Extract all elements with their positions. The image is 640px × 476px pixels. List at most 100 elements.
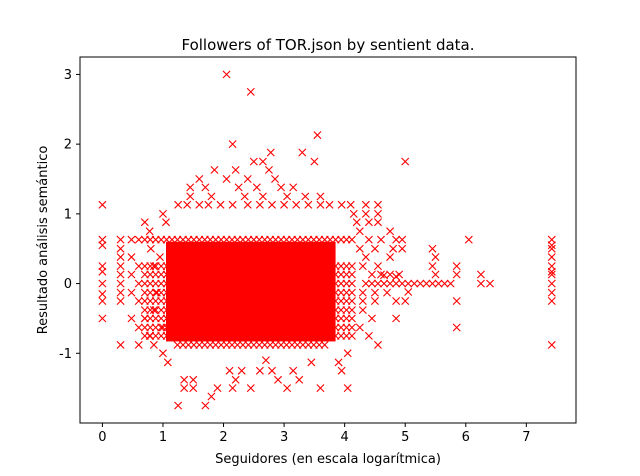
data-point [174,200,183,209]
data-point [452,297,461,305]
data-point [289,183,298,192]
data-point [127,235,136,244]
data-point [392,272,401,281]
data-point [392,279,401,288]
x-tick-label: 5 [401,430,409,445]
data-point [231,165,240,174]
data-point [243,175,252,183]
data-point [373,218,382,227]
data-point [346,200,355,209]
data-point [210,165,219,174]
data-point [240,192,249,201]
data-point [274,375,283,384]
data-point [547,297,556,305]
data-point [127,288,136,297]
dense-point [320,340,329,349]
data-point [440,279,449,288]
dense-point [347,323,356,332]
data-point [316,200,325,209]
data-point [547,340,556,349]
data-point [301,192,310,201]
data-point [134,323,143,332]
data-point [476,270,485,279]
data-point [367,270,376,279]
dense-point [347,297,356,305]
data-point [267,200,276,209]
data-point [316,384,325,393]
data-point [231,375,240,384]
data-point [207,392,216,401]
data-point [98,279,107,288]
y-tick-label: 2 [64,138,72,153]
data-point [249,157,258,166]
data-point [389,244,398,253]
data-point [398,235,407,244]
data-point [174,401,183,410]
data-point [547,267,556,276]
data-point [140,218,149,227]
y-tick-label: 3 [64,68,72,83]
data-point [401,297,410,305]
data-point [386,227,395,236]
data-point [307,358,316,367]
data-point [410,279,419,288]
data-point [140,314,149,323]
data-point [98,241,107,250]
data-point [171,314,180,323]
data-point [452,270,461,279]
data-point [180,375,189,384]
data-point [304,200,313,209]
data-point [267,366,276,375]
data-point [404,287,413,296]
data-point [361,279,370,288]
y-tick-label: -1 [59,347,72,362]
data-point [258,192,267,201]
data-point [152,288,161,297]
dense-point [347,288,356,297]
data-point [547,279,556,288]
data-point [434,279,443,288]
x-tick-label: 6 [462,430,470,445]
data-point [289,366,298,375]
chart-title: Followers of TOR.json by sentient data. [181,36,474,54]
data-point [334,358,343,367]
data-point [446,279,455,288]
data-point [355,227,364,236]
dense-point [320,244,329,253]
data-point [264,165,273,174]
data-point [158,349,167,358]
data-point [116,279,125,288]
data-point [373,340,382,349]
data-point [367,314,376,323]
data-point [358,262,367,271]
data-point [547,253,556,262]
dense-point [320,253,329,262]
data-point [343,349,352,358]
data-point [373,200,382,209]
data-point [134,262,143,271]
data-point [298,148,307,157]
data-point [386,253,395,262]
data-point [380,279,389,288]
data-point [283,384,292,393]
data-point [116,297,125,305]
x-tick-label: 2 [219,430,227,445]
data-point [195,175,204,183]
data-point [207,192,216,201]
data-point [404,279,413,288]
data-point [464,235,473,244]
data-point [255,366,264,375]
data-point [310,157,319,166]
dense-point [347,279,356,288]
data-point [283,192,292,201]
data-point [134,279,143,288]
data-point [252,183,261,192]
data-points [98,70,556,410]
data-point [149,340,158,349]
data-point [486,279,494,288]
data-point [383,288,392,297]
data-point [280,200,289,209]
data-point [189,384,198,393]
data-point [398,279,407,288]
